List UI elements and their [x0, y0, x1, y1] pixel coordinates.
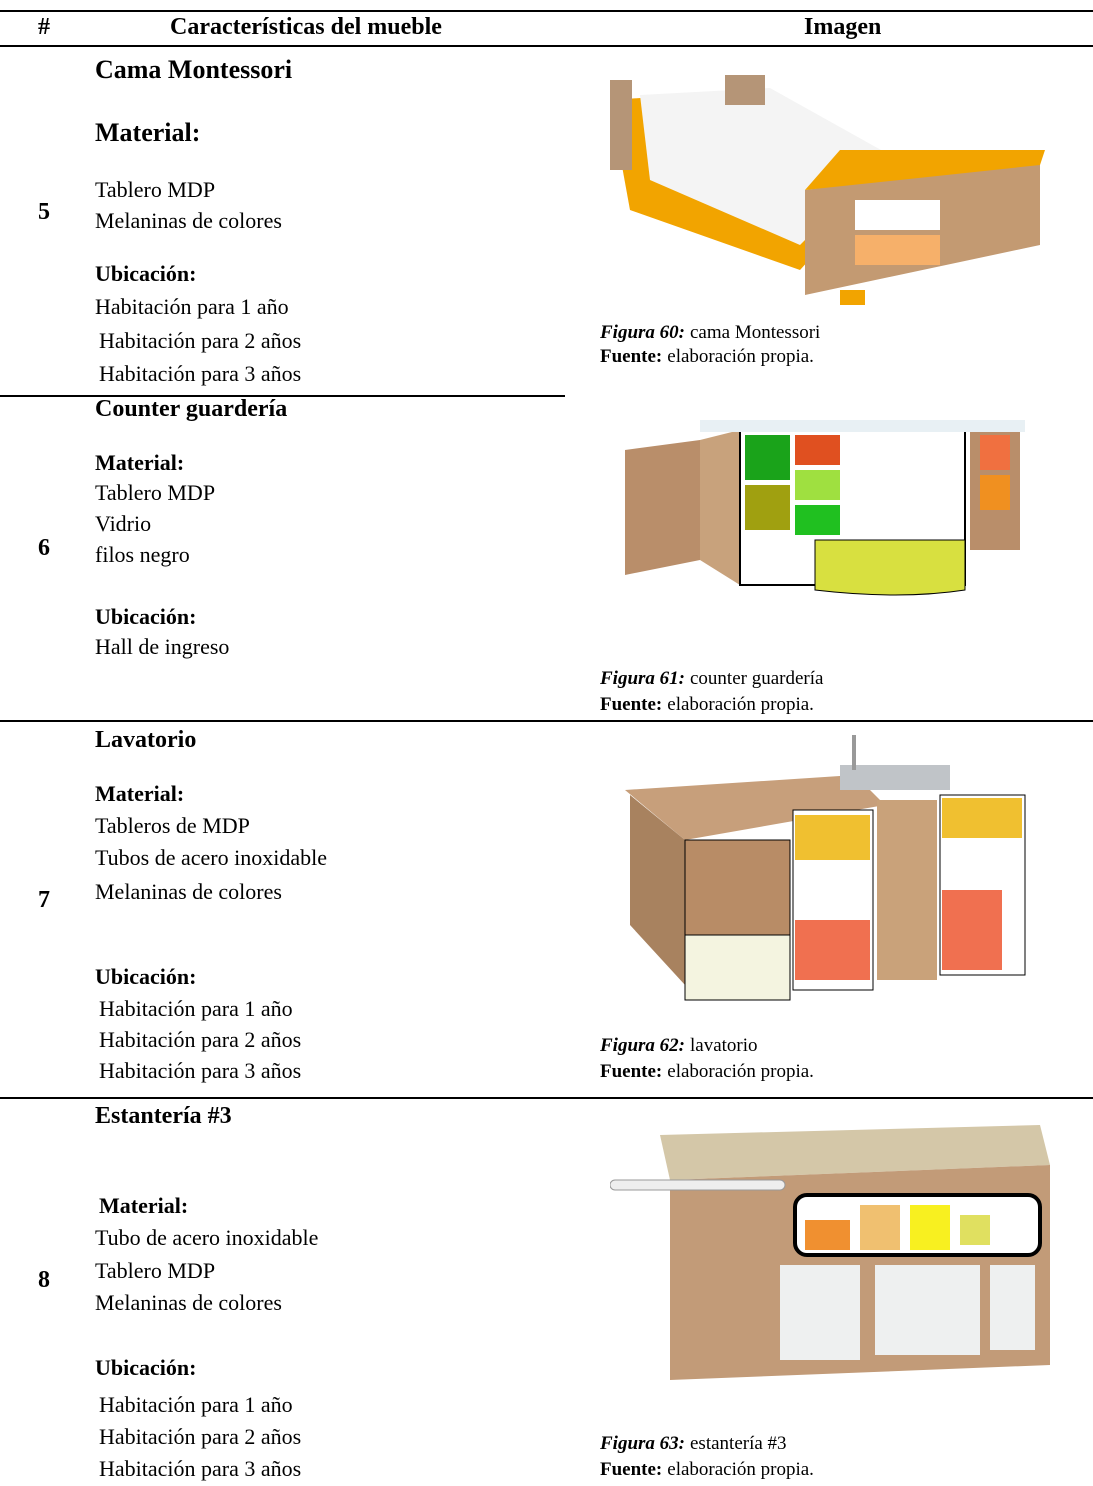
figure-label: Figura 63: [600, 1433, 685, 1454]
figure-caption: lavatorio [690, 1035, 758, 1056]
row-number: 6 [38, 535, 50, 561]
material-label: Material: [95, 450, 185, 475]
material-item: Melaninas de colores [95, 1290, 282, 1315]
figure-caption: cama Montessori [690, 322, 821, 343]
material-item: Tubos de acero inoxidable [95, 845, 327, 870]
source-text: elaboración propia. [667, 1061, 814, 1082]
source-label: Fuente: [600, 694, 663, 715]
figure-label: Figura 60: [600, 322, 685, 343]
header-cell: # [38, 14, 50, 40]
material-item: Tablero MDP [95, 480, 216, 505]
location-label: Ubicación: [95, 1355, 197, 1380]
source-label: Fuente: [600, 1061, 663, 1082]
counter-image [625, 420, 1025, 596]
material-item: filos negro [95, 542, 190, 567]
material-label: Material: [95, 781, 185, 806]
material-item: Tablero MDP [95, 177, 216, 202]
rule [0, 720, 1093, 722]
shelf-image [610, 1125, 1050, 1380]
source-label: Fuente: [600, 346, 663, 367]
source-text: elaboración propia. [667, 694, 814, 715]
bed-image [610, 75, 1045, 305]
source-text: elaboración propia. [667, 346, 814, 367]
rule [0, 10, 1093, 12]
row-number: 7 [38, 887, 50, 913]
figure-label: Figura 61: [600, 668, 685, 689]
source-text: elaboración propia. [667, 1459, 814, 1480]
sink-image [625, 735, 1026, 1001]
location-item: Habitación para 3 años [99, 1456, 302, 1481]
figure-label: Figura 62: [600, 1035, 685, 1056]
source-label: Fuente: [600, 1459, 663, 1480]
furniture-name: Counter guardería [95, 396, 288, 422]
figure-caption: counter guardería [690, 668, 824, 689]
furniture-name: Lavatorio [95, 727, 197, 753]
location-label: Ubicación: [95, 604, 197, 629]
header-cell: Imagen [804, 14, 882, 40]
location-item: Habitación para 2 años [99, 1027, 302, 1052]
location-item: Habitación para 1 año [95, 294, 289, 319]
location-item: Habitación para 2 años [99, 1424, 302, 1449]
material-label: Material: [95, 118, 201, 147]
location-item: Hall de ingreso [95, 634, 230, 659]
location-label: Ubicación: [95, 261, 197, 286]
location-label: Ubicación: [95, 964, 197, 989]
rule [0, 45, 1093, 47]
location-item: Habitación para 2 años [99, 328, 302, 353]
header-cell: Características del mueble [170, 14, 442, 40]
rule [0, 1097, 1093, 1099]
material-label: Material: [99, 1193, 189, 1218]
row-number: 5 [38, 199, 50, 225]
material-item: Melaninas de colores [95, 879, 282, 904]
location-item: Habitación para 3 años [99, 1058, 302, 1083]
row-number: 8 [38, 1267, 50, 1293]
furniture-name: Cama Montessori [95, 55, 293, 84]
furniture-name: Estantería #3 [95, 1103, 232, 1129]
location-item: Habitación para 3 años [99, 361, 302, 386]
material-item: Tableros de MDP [95, 813, 250, 838]
figure-caption: estantería #3 [690, 1433, 787, 1454]
material-item: Vidrio [95, 511, 152, 536]
location-item: Habitación para 1 año [99, 996, 293, 1021]
material-item: Melaninas de colores [95, 208, 282, 233]
material-item: Tablero MDP [95, 1258, 216, 1283]
location-item: Habitación para 1 año [99, 1392, 293, 1417]
rule [0, 395, 565, 397]
material-item: Tubo de acero inoxidable [95, 1225, 319, 1250]
